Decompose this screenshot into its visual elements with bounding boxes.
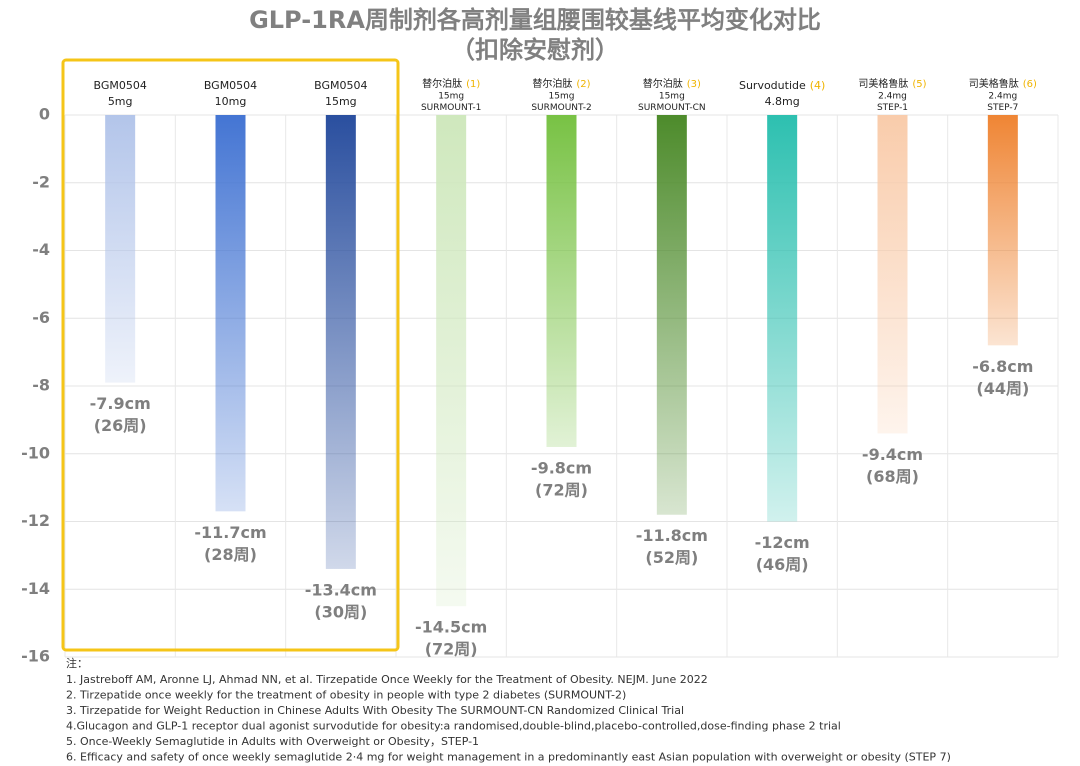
category-label: 2.4mg bbox=[988, 91, 1017, 101]
category-label: BGM0504 bbox=[93, 79, 146, 92]
category-label-line: 15mg bbox=[549, 91, 575, 101]
value-label: -12cm bbox=[755, 533, 810, 552]
note: 5. Once-Weekly Semaglutide in Adults wit… bbox=[66, 735, 479, 748]
category-label-line: 替尔泊肽 bbox=[643, 77, 683, 90]
reference-mark: (5) bbox=[912, 79, 926, 90]
bar bbox=[877, 115, 908, 434]
bar bbox=[215, 115, 246, 512]
category-label: 4.8mg bbox=[765, 95, 800, 108]
duration-label: (30周) bbox=[314, 602, 367, 621]
note: 1. Jastreboff AM, Aronne LJ, Ahmad NN, e… bbox=[66, 673, 708, 686]
value-label: -11.8cm bbox=[636, 526, 708, 545]
bar bbox=[987, 115, 1018, 346]
category-label-line: SURMOUNT-1 bbox=[421, 103, 481, 113]
category-label: SURMOUNT-CN bbox=[638, 103, 706, 113]
category-label-line: BGM0504 bbox=[314, 79, 367, 92]
chart-title: GLP-1RA周制剂各高剂量组腰围较基线平均变化对比 bbox=[249, 6, 821, 34]
reference-mark: (1) bbox=[466, 79, 480, 90]
category-label: BGM0504 bbox=[314, 79, 367, 92]
reference-mark: (6) bbox=[1023, 79, 1037, 90]
category-label: STEP-1 bbox=[877, 103, 908, 113]
value-label: -9.4cm bbox=[862, 445, 923, 464]
notes-heading: 注： bbox=[66, 656, 88, 670]
duration-label: (44周) bbox=[976, 379, 1029, 398]
y-tick-label: -6 bbox=[32, 308, 50, 327]
bar bbox=[436, 115, 467, 607]
category-label-line: STEP-7 bbox=[987, 103, 1018, 113]
category-label: 15mg bbox=[438, 91, 464, 101]
reference-mark: (4) bbox=[810, 79, 826, 92]
category-label-line: Survodutide bbox=[739, 79, 806, 92]
category-label-line: 替尔泊肽 bbox=[422, 77, 462, 90]
note: 2. Tirzepatide once weekly for the treat… bbox=[66, 689, 626, 702]
category-label: SURMOUNT-2 bbox=[531, 103, 591, 113]
y-tick-label: -16 bbox=[21, 647, 50, 666]
duration-label: (26周) bbox=[94, 416, 147, 435]
category-label-line: 司美格鲁肽 bbox=[858, 77, 908, 90]
y-tick-label: -4 bbox=[32, 240, 50, 259]
category-label-line: 替尔泊肽 bbox=[532, 77, 572, 90]
category-label-line: SURMOUNT-2 bbox=[531, 103, 591, 113]
category-label: Survodutide (4) bbox=[739, 79, 825, 92]
category-label: 5mg bbox=[108, 95, 133, 108]
value-label: -14.5cm bbox=[415, 618, 487, 637]
duration-label: (72周) bbox=[535, 480, 588, 499]
value-label: -13.4cm bbox=[305, 580, 377, 599]
category-label-line: SURMOUNT-CN bbox=[638, 103, 706, 113]
y-tick-label: -14 bbox=[21, 579, 50, 598]
duration-label: (72周) bbox=[425, 640, 478, 659]
category-label-line: 4.8mg bbox=[765, 95, 800, 108]
category-label: 2.4mg bbox=[878, 91, 907, 101]
category-label: SURMOUNT-1 bbox=[421, 103, 481, 113]
y-tick-label: 0 bbox=[39, 105, 50, 124]
bar bbox=[656, 115, 687, 515]
category-label-line: 10mg bbox=[215, 95, 247, 108]
chart-subtitle: （扣除安慰剂） bbox=[451, 36, 619, 64]
category-label: 替尔泊肽 (1) bbox=[422, 77, 480, 90]
duration-label: (46周) bbox=[756, 555, 809, 574]
category-label: 司美格鲁肽 (6) bbox=[969, 77, 1037, 90]
bar bbox=[767, 115, 798, 522]
bar bbox=[105, 115, 136, 383]
bar bbox=[546, 115, 577, 447]
duration-label: (28周) bbox=[204, 545, 257, 564]
category-label-line: STEP-1 bbox=[877, 103, 908, 113]
duration-label: (52周) bbox=[645, 548, 698, 567]
category-label: 15mg bbox=[325, 95, 357, 108]
category-label-line: BGM0504 bbox=[93, 79, 146, 92]
category-label: 司美格鲁肽 (5) bbox=[858, 77, 926, 90]
value-label: -11.7cm bbox=[194, 523, 266, 542]
category-label: 15mg bbox=[549, 91, 575, 101]
reference-mark: (3) bbox=[687, 79, 701, 90]
bar bbox=[325, 115, 356, 569]
category-label: 替尔泊肽 (2) bbox=[532, 77, 590, 90]
y-tick-label: -12 bbox=[21, 511, 50, 530]
category-label-line: 15mg bbox=[438, 91, 464, 101]
value-label: -9.8cm bbox=[531, 458, 592, 477]
category-label: 10mg bbox=[215, 95, 247, 108]
value-label: -6.8cm bbox=[972, 357, 1033, 376]
y-tick-label: -10 bbox=[21, 443, 50, 462]
category-label: 15mg bbox=[659, 91, 685, 101]
category-label-line: 2.4mg bbox=[878, 91, 907, 101]
category-label: BGM0504 bbox=[204, 79, 257, 92]
category-label-line: 15mg bbox=[325, 95, 357, 108]
category-label: STEP-7 bbox=[987, 103, 1018, 113]
note: 3. Tirzepatide for Weight Reduction in C… bbox=[66, 704, 684, 717]
category-label-line: BGM0504 bbox=[204, 79, 257, 92]
value-label: -7.9cm bbox=[90, 394, 151, 413]
y-tick-label: -8 bbox=[32, 376, 50, 395]
category-label: 替尔泊肽 (3) bbox=[643, 77, 701, 90]
note: 4.Glucagon and GLP-1 receptor dual agoni… bbox=[66, 720, 841, 733]
duration-label: (68周) bbox=[866, 467, 919, 486]
category-label-line: 5mg bbox=[108, 95, 133, 108]
category-label-line: 15mg bbox=[659, 91, 685, 101]
category-label-line: 司美格鲁肽 bbox=[969, 77, 1019, 90]
highlight-box bbox=[61, 58, 400, 652]
category-label-line: 2.4mg bbox=[988, 91, 1017, 101]
y-tick-label: -2 bbox=[32, 172, 50, 191]
reference-mark: (2) bbox=[576, 79, 590, 90]
note: 6. Efficacy and safety of once weekly se… bbox=[66, 751, 951, 764]
